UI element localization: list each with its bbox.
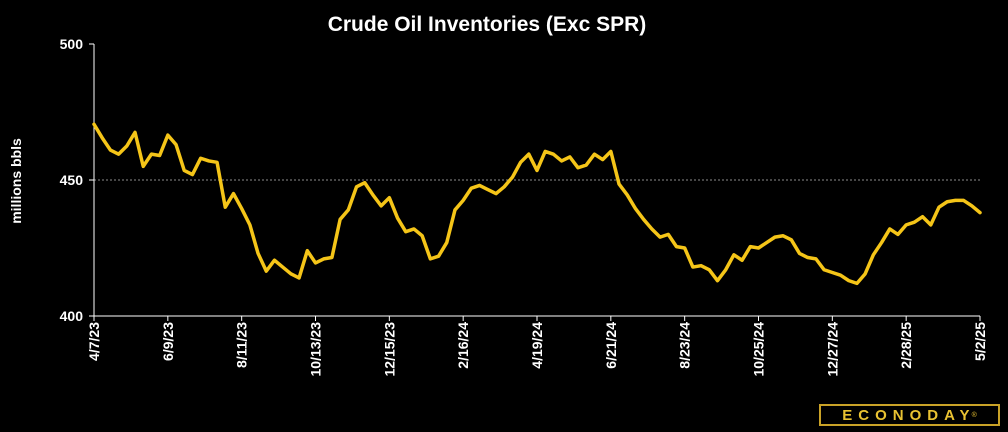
x-tick-label: 12/15/23: [381, 322, 397, 377]
x-tick-label: 8/11/23: [234, 322, 250, 368]
y-tick-label: 400: [60, 308, 84, 324]
x-tick-label: 10/13/23: [308, 322, 324, 377]
axes: [89, 43, 981, 321]
chart-title: Crude Oil Inventories (Exc SPR): [328, 13, 647, 36]
logo-registered-mark: ®: [971, 411, 977, 419]
y-axis-label: millions bbls: [8, 138, 24, 224]
logo-text: ECONODAY: [842, 406, 976, 424]
x-tick-label: 4/19/24: [529, 322, 545, 369]
x-tick-label: 2/16/24: [455, 322, 471, 369]
x-tick-label: 10/25/24: [751, 322, 767, 377]
x-tick-label: 2/28/25: [898, 322, 914, 369]
y-tick-label: 450: [60, 172, 84, 188]
series-line: [92, 122, 982, 286]
x-tick-label: 6/9/23: [160, 322, 176, 361]
x-tick-label: 12/27/24: [824, 322, 840, 377]
x-tick-labels: 4/7/23 6/9/23 8/11/23 10/13/23 12/15/23 2/16/…: [86, 322, 988, 377]
x-tick-label: 6/21/24: [603, 322, 619, 369]
y-tick-label: 500: [60, 36, 84, 52]
x-tick-label: 4/7/23: [86, 322, 102, 361]
x-tick-label: 8/23/24: [677, 322, 693, 369]
x-tick-label: 5/2/25: [972, 322, 988, 361]
econoday-logo: ECONODAY ®: [819, 404, 1000, 426]
series-group: [92, 122, 982, 286]
y-tick-labels: 400 450 500: [60, 36, 84, 324]
